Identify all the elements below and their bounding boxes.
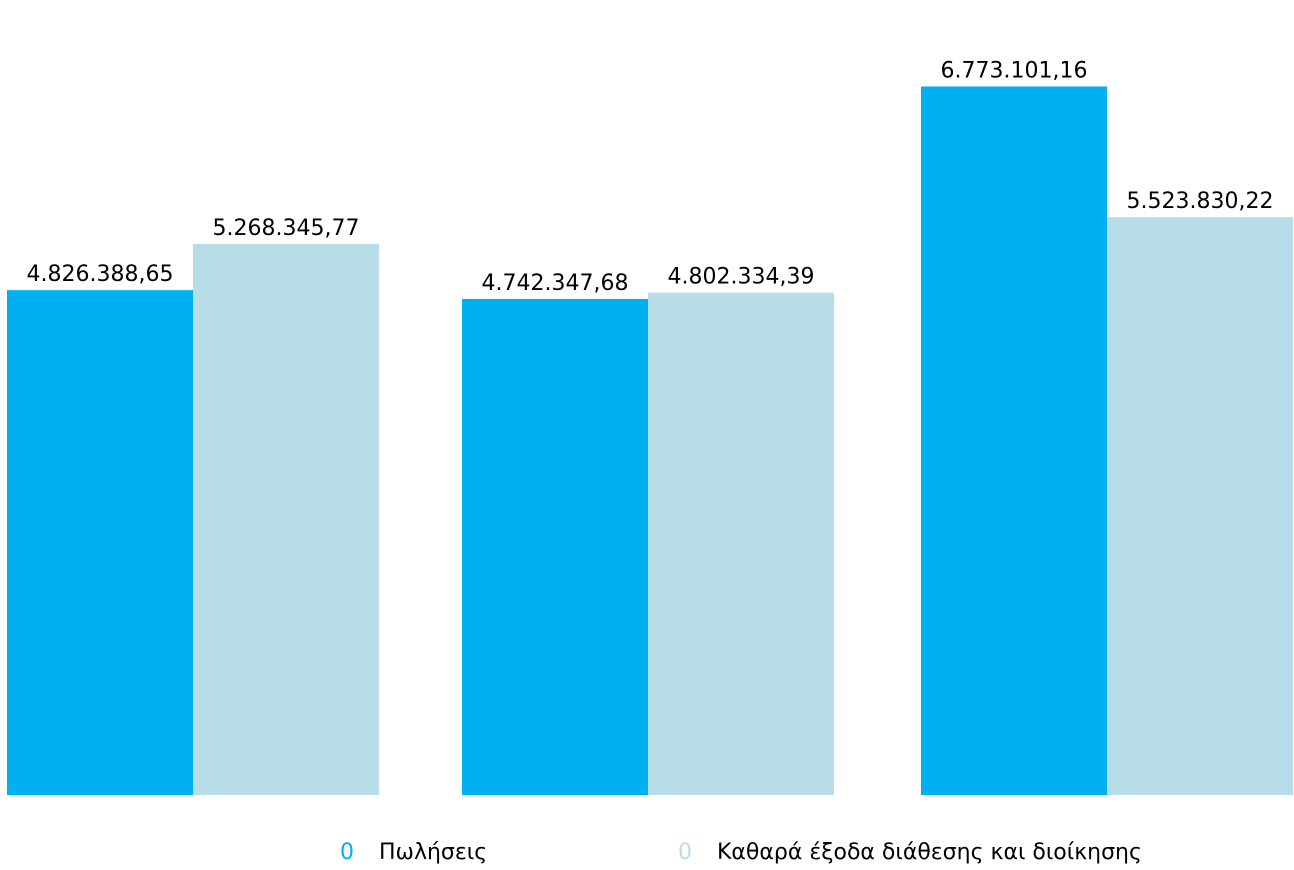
- legend-label-expenses: Καθαρά έξοδα διάθεσης και διοίκησης: [717, 840, 1142, 865]
- legend-marker-sales: 0: [340, 840, 354, 865]
- legend-label-sales: Πωλήσεις: [379, 840, 488, 865]
- legend-marker-expenses: 0: [678, 840, 692, 865]
- bar-series-0-category-1: [462, 298, 648, 795]
- legend-item-sales: 0 Πωλήσεις: [335, 840, 487, 865]
- data-label-series-1-category-1: 4.802.334,39: [668, 265, 815, 290]
- data-label-series-1-category-2: 5.523.830,22: [1127, 189, 1274, 214]
- chart-legend: 0 Πωλήσεις 0 Καθαρά έξοδα διάθεσης και δ…: [0, 840, 1294, 870]
- bar-series-0-category-0: [7, 290, 193, 795]
- data-label-series-1-category-0: 5.268.345,77: [213, 216, 360, 241]
- bar-series-1-category-0: [193, 243, 379, 795]
- bar-series-0-category-2: [921, 86, 1107, 795]
- data-label-series-0-category-2: 6.773.101,16: [941, 58, 1088, 83]
- bar-series-1-category-2: [1107, 217, 1293, 795]
- bar-series-1-category-1: [648, 292, 834, 795]
- data-label-series-0-category-0: 4.826.388,65: [27, 262, 174, 287]
- legend-item-expenses: 0 Καθαρά έξοδα διάθεσης και διοίκησης: [673, 840, 1142, 865]
- data-label-series-0-category-1: 4.742.347,68: [482, 271, 629, 296]
